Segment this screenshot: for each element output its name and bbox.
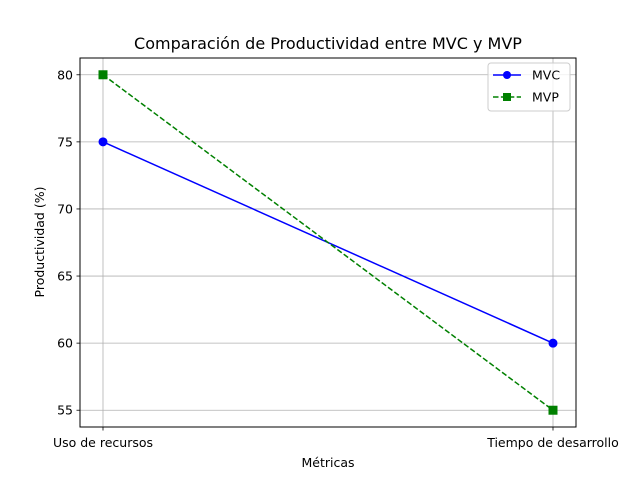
y-tick-label: 55 [57,403,73,418]
y-tick-label: 65 [57,269,73,284]
grid-lines [80,58,576,427]
y-tick-label: 80 [57,67,73,82]
axis-ticks: 55 60 65 70 75 80 Uso de recursos Tiempo de des… [53,67,619,450]
legend-item-mvc: MVC [493,68,560,83]
legend-marker-mvc [503,71,511,79]
chart-title: Comparación de Productividad entre MVC y… [134,34,522,53]
series-layer [98,70,558,415]
plot-frame [79,57,577,428]
legend-item-mvp: MVP [493,90,559,105]
data-point-mvc [98,137,108,147]
data-point-mvp [98,70,108,80]
y-tick-label: 60 [57,336,73,351]
data-point-mvc [548,338,558,348]
x-tick-label: Tiempo de desarrollo [486,435,619,450]
series-line-mvp [102,74,554,411]
x-tick-label: Uso de recursos [53,435,153,450]
legend-marker-mvp [503,93,511,101]
y-tick-label: 70 [57,201,73,216]
data-point-mvp [548,405,558,415]
legend: MVC MVP [487,62,571,112]
legend-label-mvp: MVP [532,90,559,105]
y-tick-label: 75 [57,134,73,149]
x-axis-label: Métricas [301,455,354,470]
y-axis-label: Productividad (%) [32,187,47,298]
legend-label-mvc: MVC [532,68,560,83]
